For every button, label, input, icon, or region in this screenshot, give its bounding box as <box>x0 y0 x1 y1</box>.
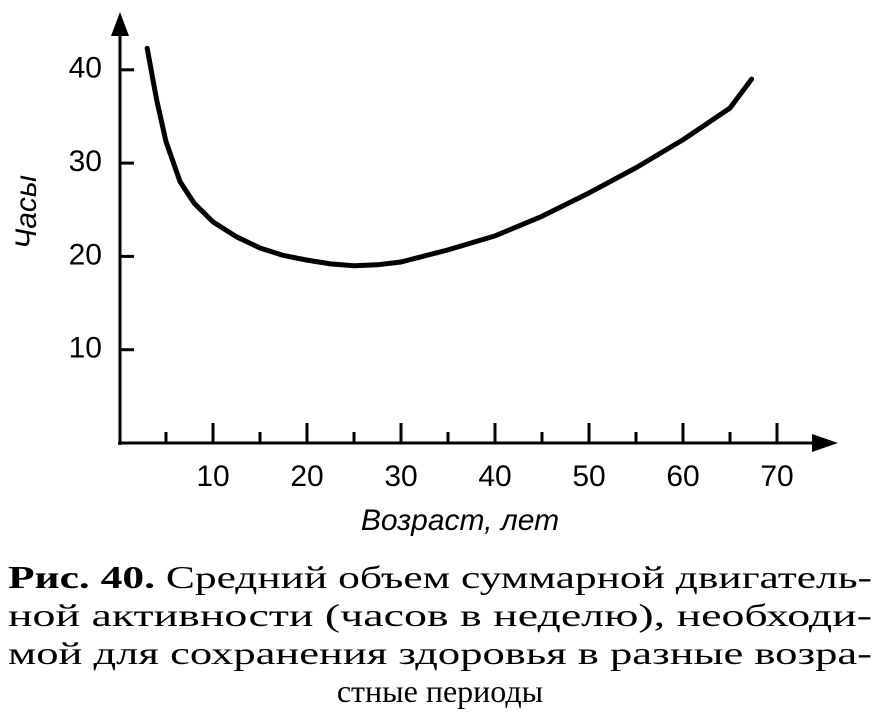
y-tick-label: 30 <box>69 145 102 178</box>
x-tick-label: 70 <box>760 460 793 493</box>
x-tick-label: 60 <box>666 460 699 493</box>
y-axis-label: Часы <box>10 175 43 249</box>
y-tick-label: 20 <box>69 238 102 271</box>
y-tick-label: 10 <box>69 332 102 365</box>
x-tick-label: 20 <box>290 460 323 493</box>
caption-line: ной активности (часов в неделю), необход… <box>8 597 872 633</box>
x-tick-label: 40 <box>478 460 511 493</box>
caption-line: мой для сохранения здоровья в разные воз… <box>8 635 872 671</box>
y-tick-label: 40 <box>69 52 102 85</box>
x-axis-label: Возраст, лет <box>361 504 559 537</box>
y-axis-arrow <box>111 12 129 36</box>
caption-line: Рис. 40. Средний объем суммарной двигате… <box>8 559 872 595</box>
data-line <box>144 45 755 269</box>
x-tick-label: 10 <box>196 460 229 493</box>
x-tick-label: 30 <box>384 460 417 493</box>
caption-line: стные периоды <box>337 673 543 709</box>
x-tick-label: 50 <box>572 460 605 493</box>
caption-label: Рис. 40. <box>8 559 155 595</box>
x-axis-arrow <box>812 434 838 452</box>
caption-text: Средний объем суммарной двигатель- <box>166 559 872 595</box>
